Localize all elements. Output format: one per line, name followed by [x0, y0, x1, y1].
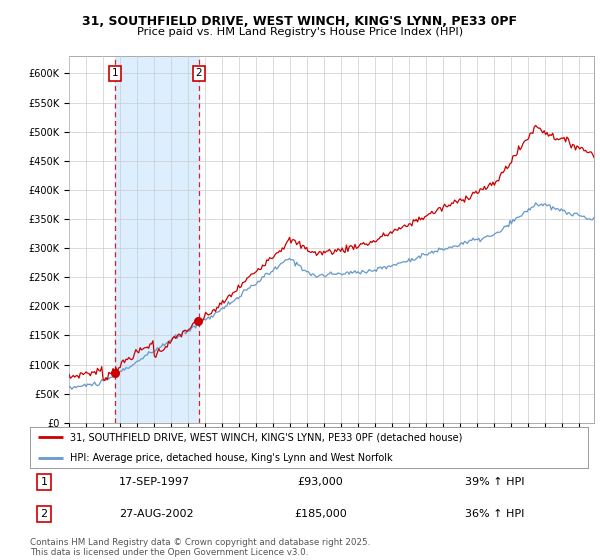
Text: 36% ↑ HPI: 36% ↑ HPI [465, 509, 524, 519]
Point [194, 316, 203, 325]
Text: Contains HM Land Registry data © Crown copyright and database right 2025.
This d: Contains HM Land Registry data © Crown c… [30, 538, 370, 557]
Text: £93,000: £93,000 [297, 477, 343, 487]
Text: 27-AUG-2002: 27-AUG-2002 [119, 509, 194, 519]
Text: 39% ↑ HPI: 39% ↑ HPI [465, 477, 525, 487]
Text: 1: 1 [112, 68, 119, 78]
Text: Price paid vs. HM Land Registry's House Price Index (HPI): Price paid vs. HM Land Registry's House … [137, 27, 463, 37]
Text: 2: 2 [40, 509, 47, 519]
Text: HPI: Average price, detached house, King's Lynn and West Norfolk: HPI: Average price, detached house, King… [70, 452, 393, 463]
Point [110, 368, 119, 377]
Text: 31, SOUTHFIELD DRIVE, WEST WINCH, KING'S LYNN, PE33 0PF: 31, SOUTHFIELD DRIVE, WEST WINCH, KING'S… [83, 15, 517, 28]
Text: 1: 1 [40, 477, 47, 487]
Text: £185,000: £185,000 [294, 509, 347, 519]
Text: 31, SOUTHFIELD DRIVE, WEST WINCH, KING'S LYNN, PE33 0PF (detached house): 31, SOUTHFIELD DRIVE, WEST WINCH, KING'S… [70, 432, 463, 442]
Bar [115, 56, 199, 423]
Text: 2: 2 [196, 68, 202, 78]
Text: 17-SEP-1997: 17-SEP-1997 [119, 477, 190, 487]
